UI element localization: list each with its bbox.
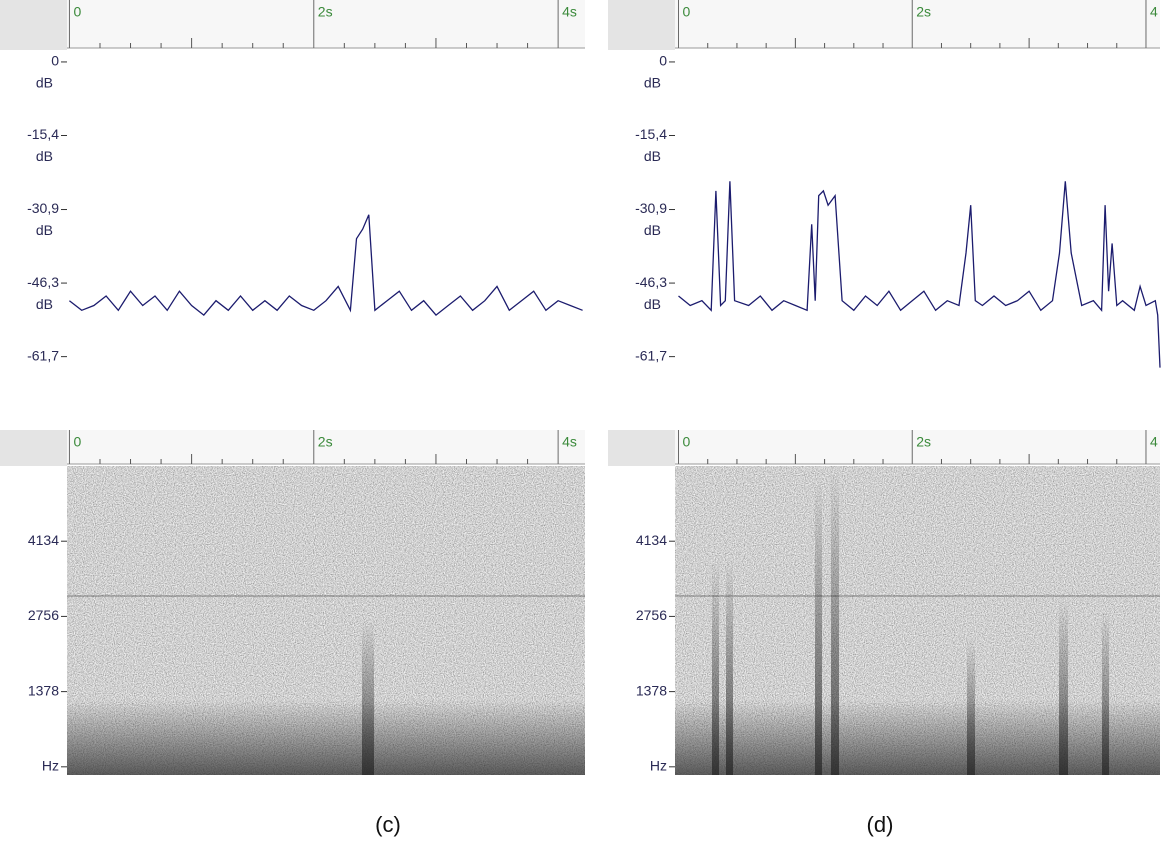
spectrogram-texture (67, 466, 1160, 775)
streak (815, 480, 822, 775)
band (67, 595, 585, 597)
low-band (67, 700, 585, 775)
y-tick-label: -30,9 (635, 200, 667, 216)
y-tick-unit: dB (36, 75, 53, 91)
y-tick-label: -61,7 (27, 347, 59, 363)
x-tick-label: 4s (562, 434, 577, 450)
caption: (c) (375, 812, 401, 837)
ruler (675, 0, 1160, 48)
x-tick-label: 4 (1150, 434, 1158, 450)
y-tick-unit: dB (36, 296, 53, 312)
y-tick-label: Hz (42, 758, 59, 774)
streak (726, 560, 733, 775)
low-band (675, 700, 1160, 775)
y-tick-unit: dB (36, 222, 53, 238)
y-tick-label: -46,3 (27, 274, 59, 290)
x-tick-label: 2s (916, 4, 931, 20)
x-tick-label: 0 (683, 434, 691, 450)
plot-area (67, 50, 585, 370)
y-tick-label: -30,9 (27, 200, 59, 216)
y-tick-label: 0 (659, 53, 667, 69)
x-tick-label: 2s (916, 434, 931, 450)
amplitude-line (678, 181, 1161, 368)
ruler (67, 0, 585, 48)
y-tick-label: 2756 (28, 607, 59, 623)
streak (1102, 610, 1109, 775)
y-tick-unit: dB (644, 296, 661, 312)
caption: (d) (867, 812, 894, 837)
x-tick-label: 2s (318, 434, 333, 450)
plot-area (675, 50, 1160, 370)
band (675, 595, 1160, 597)
x-tick-label: 0 (683, 4, 691, 20)
streak (362, 620, 374, 775)
y-tick-label: -15,4 (27, 126, 59, 142)
x-tick-label: 2s (318, 4, 333, 20)
y-tick-label: -15,4 (635, 126, 667, 142)
y-tick-unit: dB (644, 75, 661, 91)
y-tick-unit: dB (644, 222, 661, 238)
streak (831, 470, 839, 775)
y-tick-label: 4134 (28, 532, 59, 548)
x-tick-label: 4s (562, 4, 577, 20)
x-tick-label: 0 (73, 434, 81, 450)
y-tick-label: 0 (51, 53, 59, 69)
streak (967, 640, 975, 775)
y-tick-unit: dB (644, 148, 661, 164)
streak (1059, 600, 1068, 775)
y-tick-label: -61,7 (635, 347, 667, 363)
ruler (675, 430, 1160, 464)
y-tick-unit: dB (36, 148, 53, 164)
ruler (67, 430, 585, 464)
y-tick-label: 4134 (636, 532, 667, 548)
ruler-corner (0, 0, 67, 50)
x-tick-label: 0 (73, 4, 81, 20)
y-tick-label: 2756 (636, 607, 667, 623)
ruler-corner (608, 430, 675, 466)
y-tick-label: Hz (650, 758, 667, 774)
x-tick-label: 4 (1150, 4, 1158, 20)
y-tick-label: -46,3 (635, 274, 667, 290)
streak (712, 560, 719, 775)
ruler-corner (0, 430, 67, 466)
ruler-corner (608, 0, 675, 50)
amplitude-line (69, 214, 583, 316)
y-tick-label: 1378 (28, 682, 59, 698)
y-tick-label: 1378 (636, 682, 667, 698)
